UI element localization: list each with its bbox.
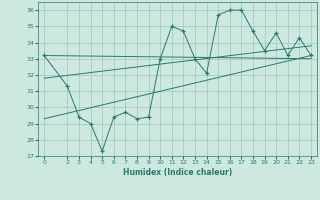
- X-axis label: Humidex (Indice chaleur): Humidex (Indice chaleur): [123, 168, 232, 177]
